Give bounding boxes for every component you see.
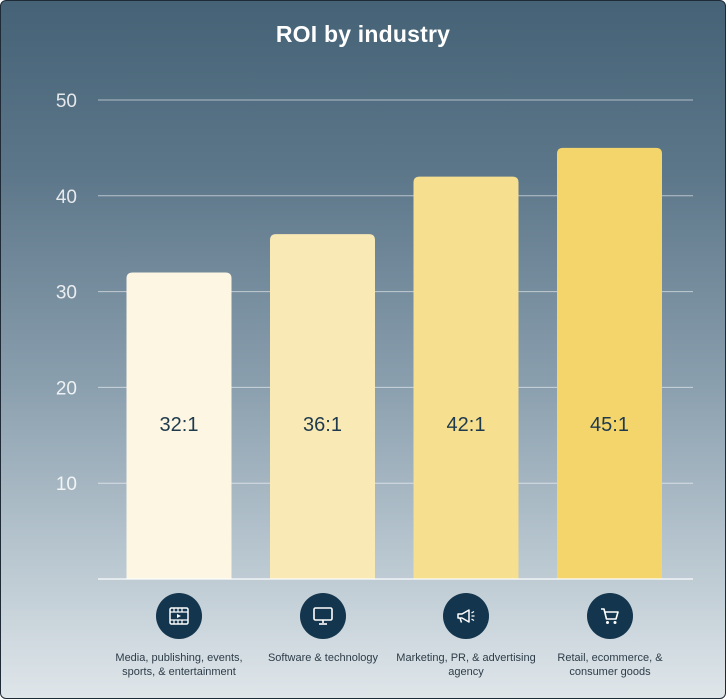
y-tick-label: 40	[56, 187, 77, 208]
bar-chart: 10 20 30 40 50 32:1 36:1 42:1 45:1	[56, 91, 693, 580]
bar	[270, 234, 375, 579]
monitor-icon	[300, 593, 346, 639]
y-tick-label: 20	[56, 378, 77, 399]
film-icon	[156, 593, 202, 639]
y-tick-label: 50	[56, 91, 77, 112]
category-media: Media, publishing, events, sports, & ent…	[104, 593, 254, 679]
bar-value-label: 42:1	[447, 414, 486, 436]
category-label: Media, publishing, events, sports, & ent…	[115, 652, 243, 678]
chart-title: ROI by industry	[275, 21, 451, 47]
megaphone-icon	[443, 593, 489, 639]
category-label: Marketing, PR, & advertising agency	[396, 652, 536, 678]
y-tick-label: 30	[56, 283, 77, 304]
bar-value-label: 32:1	[160, 414, 199, 436]
bar	[413, 176, 519, 579]
bar	[126, 272, 232, 579]
cart-icon	[587, 593, 633, 639]
bar	[557, 147, 662, 579]
bar-value-label: 36:1	[303, 414, 342, 436]
bar-value-label: 45:1	[590, 414, 629, 436]
category-label: Software & technology	[267, 652, 379, 664]
category-marketing: Marketing, PR, & advertising agency	[391, 593, 541, 679]
y-tick-label: 10	[56, 474, 77, 495]
category-software: Software & technology	[248, 593, 398, 665]
category-retail: Retail, ecommerce, & consumer goods	[535, 593, 685, 679]
category-label: Retail, ecommerce, & consumer goods	[557, 652, 663, 678]
